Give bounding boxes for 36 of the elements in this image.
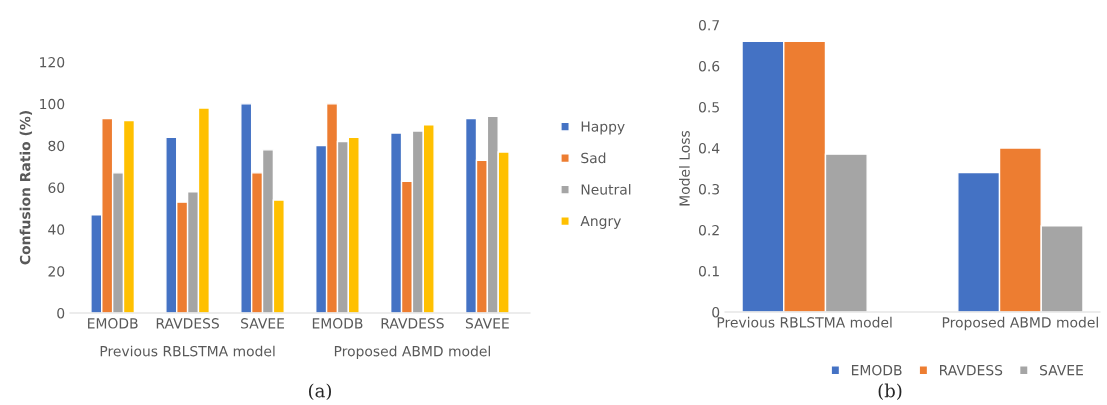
legend-label: Neutral (581, 183, 631, 195)
y-tick-label: 0.2 (698, 224, 719, 236)
x-tick-label: SAVEE (465, 318, 509, 329)
y-tick-label: 0.6 (698, 60, 720, 72)
x-tick-label: SAVEE (241, 318, 285, 329)
x-tick-label: Proposed ABMD model (942, 316, 1098, 331)
x-tick-label: EMODB (312, 318, 363, 329)
y-tick-label: 0.3 (698, 183, 720, 195)
y-tick-label: 0.4 (698, 142, 720, 154)
text: Proposed ABMD model (334, 345, 490, 360)
y-tick-label: 120 (40, 56, 65, 68)
legend-label: Angry (580, 215, 621, 229)
x-tick-label: Previous RBLSTMA model (717, 316, 892, 328)
legend-label: SAVEE (1039, 364, 1083, 376)
y-tick-label: 20 (48, 266, 65, 277)
y-tick-label: 40 (48, 224, 65, 235)
y-tick-label: 0.1 (698, 265, 719, 277)
y-tick-label: 0 (712, 306, 720, 318)
y-axis-title: Confusion Ratio (%) (19, 111, 33, 265)
legend-label: EMODB (851, 364, 902, 376)
y-tick-label: 0.5 (698, 101, 719, 113)
legend-label: Happy (581, 121, 625, 135)
legend-label: Sad (581, 152, 606, 164)
x-tick-label: EMODB (88, 318, 138, 329)
x-tick-label: RAVDESS (156, 318, 219, 329)
y-tick-label: 60 (48, 182, 65, 193)
text: (a) (309, 383, 331, 401)
y-axis-title: Model Loss (679, 130, 690, 206)
y-tick-label: 0.7 (698, 19, 719, 31)
y-tick-label: 100 (40, 98, 65, 110)
x-tick-label: RAVDESS (381, 318, 444, 329)
y-tick-label: 80 (48, 140, 65, 152)
text: (b) (878, 383, 902, 401)
text: Previous RBLSTMA model (100, 345, 275, 357)
legend-label: RAVDESS (940, 364, 1003, 376)
y-tick-label: 0 (57, 307, 65, 319)
